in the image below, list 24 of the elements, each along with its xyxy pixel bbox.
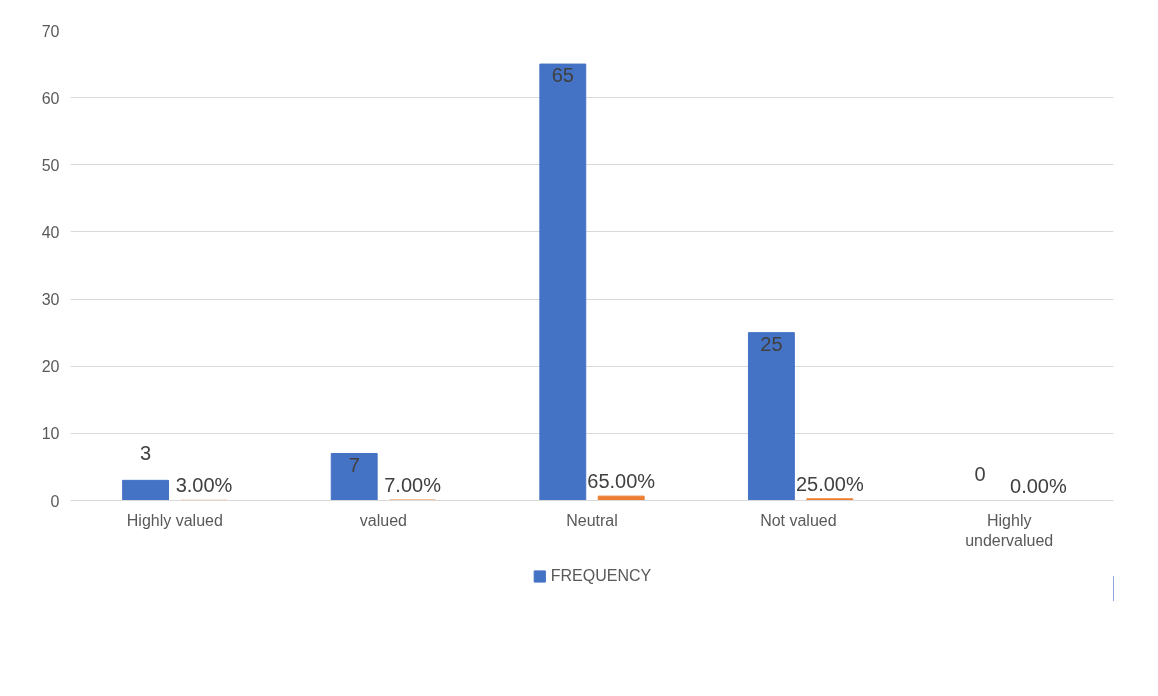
y-tick-label: 60 bbox=[41, 89, 60, 107]
x-tick-label: Not valued bbox=[760, 511, 837, 529]
y-tick-label: 50 bbox=[41, 156, 60, 174]
data-label: 3.00% bbox=[175, 474, 233, 497]
y-tick-label: 30 bbox=[41, 291, 60, 309]
data-label: 3 bbox=[140, 442, 152, 465]
y-tick-label: 10 bbox=[41, 425, 60, 443]
data-label: 7 bbox=[348, 453, 360, 476]
y-tick-label: 40 bbox=[41, 223, 60, 241]
y-tick-label: 0 bbox=[50, 492, 60, 510]
y-tick-label: 20 bbox=[41, 358, 60, 376]
data-label: 7.00% bbox=[384, 474, 442, 497]
x-tick-label: Highly valued bbox=[126, 511, 223, 529]
x-tick-label: Highly undervalued bbox=[965, 511, 1054, 549]
data-label: 65 bbox=[551, 64, 574, 87]
data-label: 0.00% bbox=[1010, 474, 1067, 497]
x-tick-label: valued bbox=[359, 511, 407, 529]
data-label: 65.00% bbox=[587, 470, 656, 493]
data-label: 25 bbox=[760, 332, 783, 355]
y-tick-label: 70 bbox=[41, 22, 60, 40]
data-label: 25.00% bbox=[795, 472, 864, 495]
data-label: 0 bbox=[974, 462, 986, 485]
x-tick-label: Neutral bbox=[566, 511, 618, 529]
legend-label: FREQUENCY bbox=[550, 567, 652, 585]
